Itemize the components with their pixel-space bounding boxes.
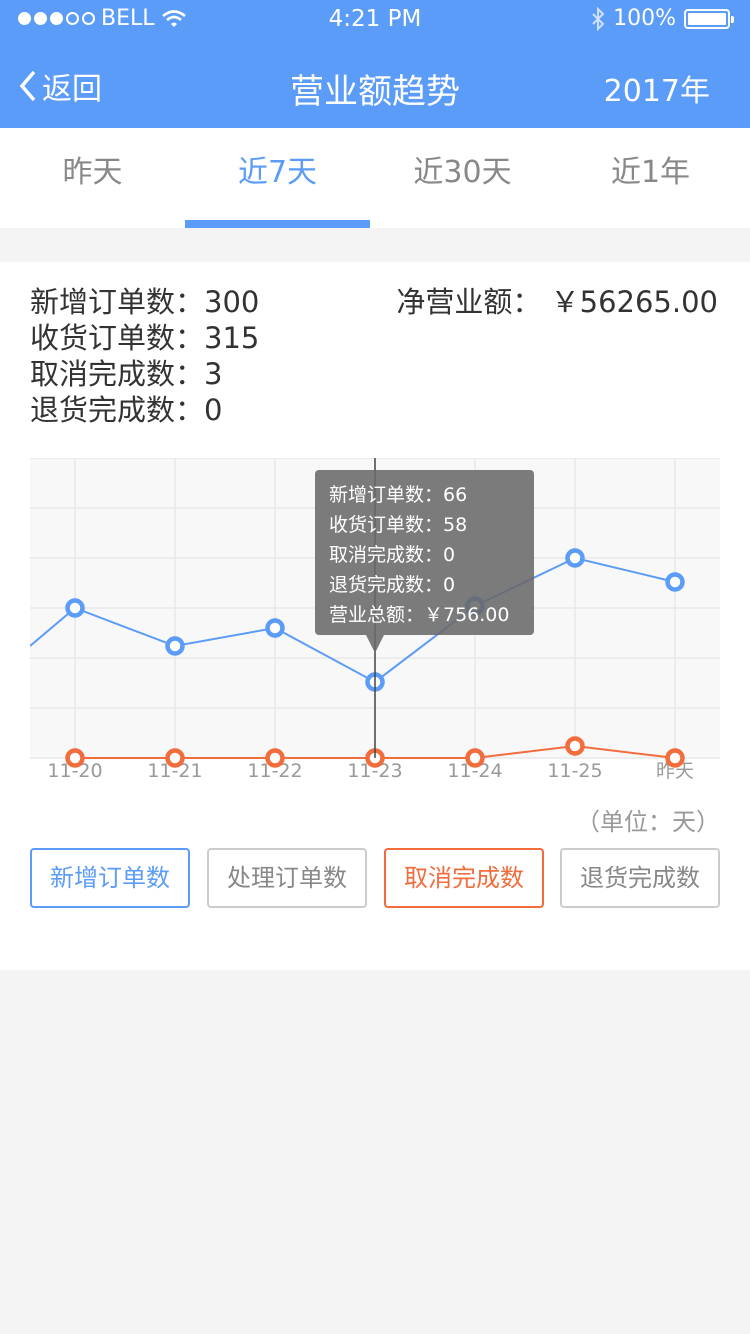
x-tick-label: 11-23 — [347, 760, 402, 782]
data-point-1 — [165, 748, 185, 768]
unit-label: （单位：天） — [576, 808, 720, 836]
returned-button[interactable]: 退货完成数 — [560, 848, 720, 908]
new-orders-button[interactable]: 新增订单数 — [30, 848, 190, 908]
net-revenue: 净营业额： ￥56265.00 — [396, 284, 718, 320]
data-point-1 — [565, 736, 585, 756]
tab-indicator — [185, 220, 370, 228]
tab-last-30-days[interactable]: 近30天 — [413, 155, 512, 190]
data-point-1 — [665, 748, 685, 768]
battery-percent: 100% — [613, 6, 676, 31]
tooltip-line: 退货完成数：0 — [329, 574, 455, 596]
tooltip-box — [315, 470, 534, 635]
x-tick-label: 11-24 — [447, 760, 502, 782]
chart-svg[interactable]: 11-20 11-21 11-22 11-23 11-24 11-25 昨天 新增订单数：66… — [29, 457, 720, 788]
data-point-0 — [665, 572, 685, 592]
trend-card: 新增订单数：300 收货订单数：315 取消完成数：3 退货完成数：0 净营业额… — [0, 262, 750, 970]
page-title: 营业额趋势 — [290, 72, 460, 112]
back-label: 返回 — [42, 72, 102, 107]
cancelled-stat: 取消完成数：3 — [30, 357, 223, 391]
data-point-0 — [165, 636, 185, 656]
tab-yesterday[interactable]: 昨天 — [62, 155, 123, 190]
period-tabs: 昨天 近7天 近30天 近1年 — [0, 128, 750, 228]
status-time: 4:21 PM — [328, 6, 422, 32]
data-point-0 — [565, 548, 585, 568]
net-revenue-label: 净营业额： — [396, 285, 542, 319]
cancelled-button[interactable]: 取消完成数 — [384, 848, 544, 908]
year-selector[interactable]: 2017年 — [603, 74, 710, 109]
status-left: BELL — [18, 6, 187, 31]
new-orders-stat: 新增订单数：300 — [30, 285, 260, 319]
data-point-1 — [465, 748, 485, 768]
tooltip-line: 取消完成数：0 — [329, 544, 455, 566]
carrier-name: BELL — [101, 6, 155, 31]
bluetooth-icon — [592, 6, 605, 31]
tooltip-line: 新增订单数：66 — [329, 484, 467, 506]
tab-last-year[interactable]: 近1年 — [610, 155, 691, 190]
data-point-0 — [65, 598, 85, 618]
summary-stats: 新增订单数：300 收货订单数：315 取消完成数：3 退货完成数：0 — [30, 284, 259, 428]
data-point-1 — [265, 748, 285, 768]
nav-bar: 返回 营业额趋势 2017年 — [0, 40, 750, 128]
wifi-icon — [161, 9, 186, 27]
tooltip-line: 收货订单数：58 — [329, 514, 467, 536]
x-tick-label: 11-25 — [547, 760, 602, 782]
battery-icon — [684, 8, 734, 29]
returned-stat: 退货完成数：0 — [30, 393, 223, 427]
x-tick-label: 11-21 — [147, 760, 202, 782]
status-right: 100% — [591, 6, 734, 31]
tooltip-arrow — [366, 635, 384, 653]
tooltip-line: 营业总额：￥756.00 — [329, 604, 509, 626]
net-revenue-value: ￥56265.00 — [550, 285, 718, 319]
received-orders-stat: 收货订单数：315 — [30, 321, 260, 355]
trend-chart[interactable]: 11-20 11-21 11-22 11-23 11-24 11-25 昨天 新增订单数：66… — [29, 457, 720, 788]
back-button[interactable]: 返回 — [18, 64, 102, 108]
processed-orders-button[interactable]: 处理订单数 — [207, 848, 367, 908]
x-tick-label: 11-20 — [47, 760, 102, 782]
x-tick-label: 11-22 — [247, 760, 302, 782]
series-line-0 — [29, 556, 676, 684]
x-tick-label: 昨天 — [656, 760, 694, 782]
status-bar: BELL 4:21 PM 100% — [0, 0, 750, 40]
signal-icon — [18, 12, 95, 25]
data-point-1 — [65, 748, 85, 768]
tab-last-7-days[interactable]: 近7天 — [237, 155, 318, 190]
chevron-left-icon — [19, 70, 36, 102]
data-point-0 — [265, 618, 285, 638]
